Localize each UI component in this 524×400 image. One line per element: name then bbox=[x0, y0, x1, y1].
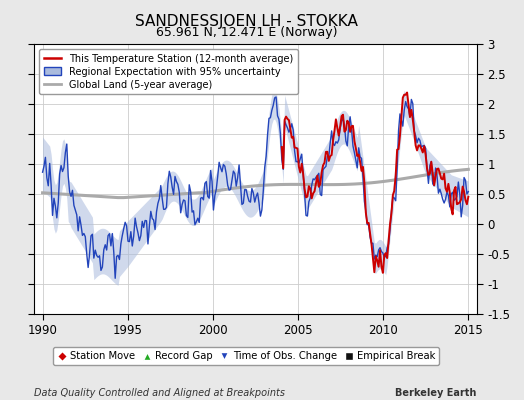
Legend: This Temperature Station (12-month average), Regional Expectation with 95% uncer: This Temperature Station (12-month avera… bbox=[39, 49, 298, 94]
Text: SANDNESSJOEN LH - STOKKA: SANDNESSJOEN LH - STOKKA bbox=[135, 14, 358, 29]
Text: 65.961 N, 12.471 E (Norway): 65.961 N, 12.471 E (Norway) bbox=[156, 26, 337, 39]
Text: Berkeley Earth: Berkeley Earth bbox=[396, 388, 477, 398]
Legend: Station Move, Record Gap, Time of Obs. Change, Empirical Break: Station Move, Record Gap, Time of Obs. C… bbox=[53, 347, 440, 365]
Text: Data Quality Controlled and Aligned at Breakpoints: Data Quality Controlled and Aligned at B… bbox=[34, 388, 285, 398]
